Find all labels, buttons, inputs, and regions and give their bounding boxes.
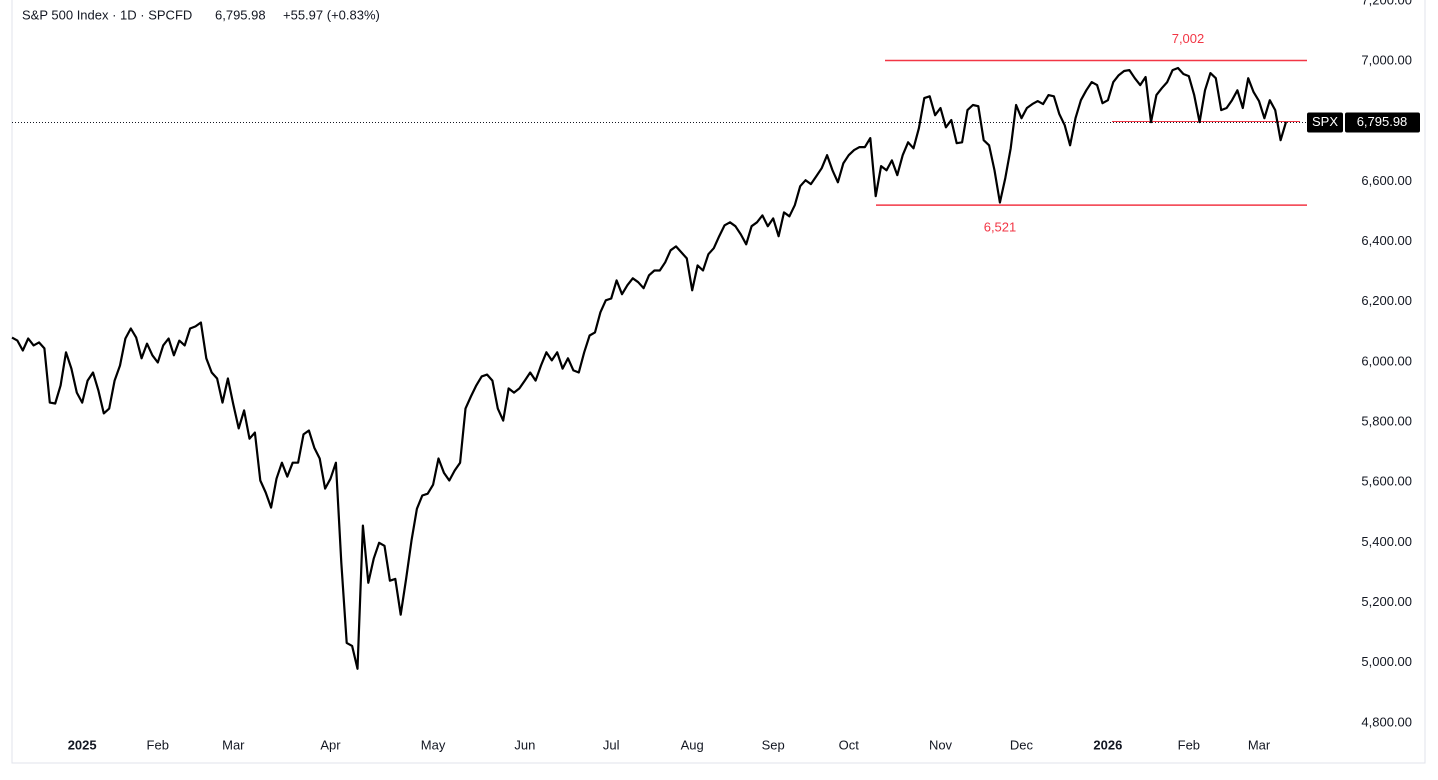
x-tick-label: Feb xyxy=(1178,737,1200,752)
x-tick-label: Mar xyxy=(1248,737,1271,752)
x-tick-label: 2026 xyxy=(1093,737,1122,752)
x-tick-label: Nov xyxy=(929,737,953,752)
x-tick-label: Aug xyxy=(681,737,704,752)
x-tick-label: Dec xyxy=(1010,737,1034,752)
price-tag-value: 6,795.98 xyxy=(1357,114,1408,129)
y-tick-label: 5,800.00 xyxy=(1361,414,1412,429)
level-label: 6,521 xyxy=(984,220,1017,235)
x-tick-label: Jul xyxy=(603,737,620,752)
x-tick-label: Apr xyxy=(320,737,341,752)
frame xyxy=(11,0,1426,764)
y-tick-label: 5,200.00 xyxy=(1361,594,1412,609)
y-tick-label: 5,000.00 xyxy=(1361,654,1412,669)
x-tick-label: May xyxy=(421,737,446,752)
title-change: +55.97 (+0.83%) xyxy=(283,7,380,22)
y-tick-label: 6,600.00 xyxy=(1361,173,1412,188)
y-tick-label: 6,400.00 xyxy=(1361,233,1412,248)
price-tag-name-bg xyxy=(1307,112,1343,133)
x-tick-label: Jun xyxy=(514,737,535,752)
y-tick-label: 7,000.00 xyxy=(1361,53,1412,68)
price-tag-value-bg xyxy=(1345,112,1420,133)
x-tick-label: Sep xyxy=(762,737,785,752)
x-tick-label: Oct xyxy=(839,737,860,752)
price-tag-name: SPX xyxy=(1312,114,1338,129)
y-tick-label: 4,800.00 xyxy=(1361,714,1412,729)
level-label: 7,002 xyxy=(1172,31,1205,46)
y-tick-label: 6,000.00 xyxy=(1361,353,1412,368)
y-tick-label: 5,600.00 xyxy=(1361,474,1412,489)
title-last: 6,795.98 xyxy=(215,7,266,22)
x-tick-label: 2025 xyxy=(68,737,97,752)
title-symbol: S&P 500 Index · 1D · SPCFD xyxy=(22,7,192,22)
x-tick-label: Feb xyxy=(147,737,169,752)
y-tick-label: 6,200.00 xyxy=(1361,293,1412,308)
x-tick-label: Mar xyxy=(222,737,245,752)
y-tick-label: 5,400.00 xyxy=(1361,534,1412,549)
price-line-series xyxy=(11,66,1288,670)
y-tick-label: 7,200.00 xyxy=(1361,0,1412,7)
